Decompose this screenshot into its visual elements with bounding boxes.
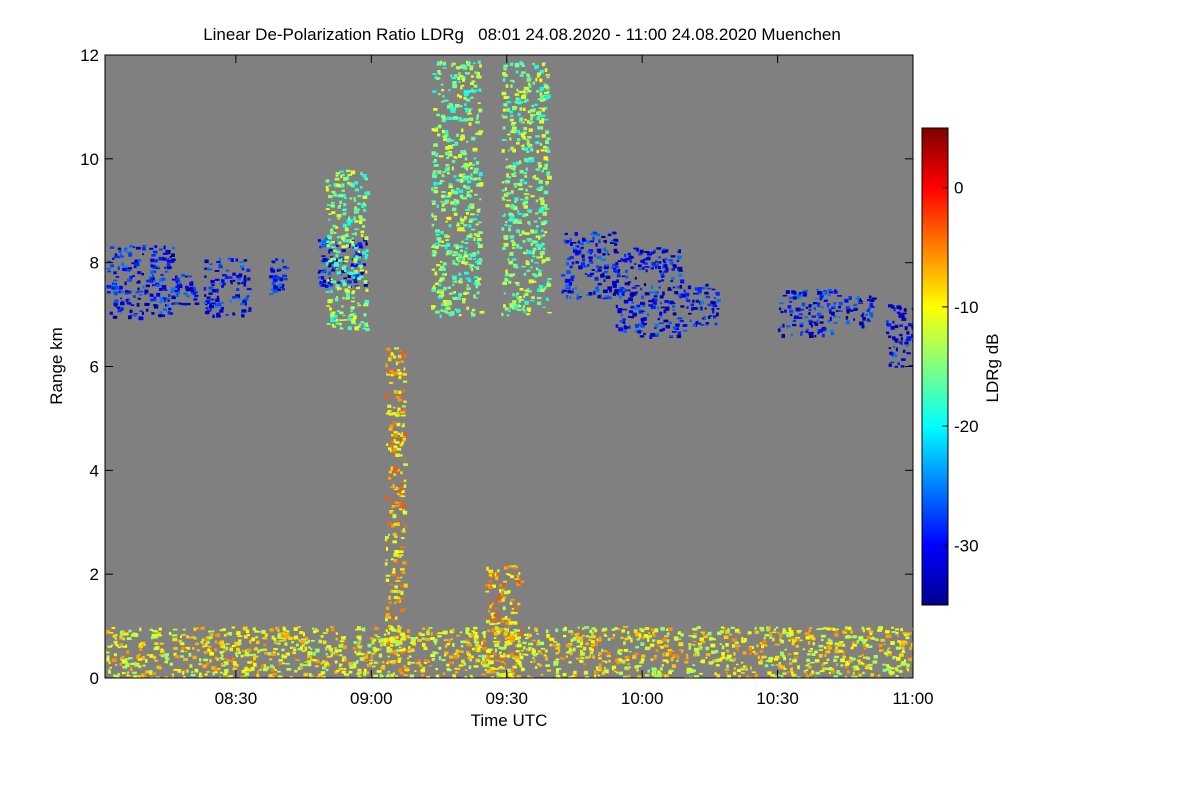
y-axis: 0 2 4 6 8 10 12 (80, 46, 913, 688)
fall-streaks-patch-2 (431, 60, 485, 319)
y-tick-label: 10 (80, 150, 99, 169)
plot-background (105, 55, 913, 678)
cirrus-layer-patch-3 (203, 257, 252, 318)
x-tick-label: 11:00 (892, 689, 933, 708)
y-tick-label: 2 (90, 565, 99, 584)
cirrus-layer-patch-8 (683, 283, 721, 327)
colorbar-tick-label: -10 (954, 298, 979, 317)
colorbar-ticks: 0 -10 -20 -30 (942, 179, 979, 555)
convective-plumes-patch-1 (384, 347, 408, 665)
x-axis: 08:30 09:00 09:30 10:00 10:30 11:00 (215, 55, 934, 708)
y-tick-label: 8 (90, 254, 99, 273)
y-axis-label: Range km (47, 327, 66, 404)
cirrus-layer-patch-4 (269, 258, 290, 295)
cirrus-layer-patch-9 (777, 288, 842, 338)
x-tick-label: 10:00 (621, 689, 664, 708)
x-tick-label: 09:30 (485, 689, 528, 708)
colorbar: 0 -10 -20 -30 LDRg dB (921, 127, 1002, 606)
cirrus-layer (106, 231, 913, 368)
convective-plumes (384, 347, 525, 666)
colorbar-tick-label: -30 (954, 536, 979, 555)
cirrus-layer-patch-7 (615, 247, 688, 339)
cirrus-layer-patch-11 (886, 304, 913, 368)
x-tick-label: 08:30 (215, 689, 258, 708)
cirrus-layer-patch-2 (174, 274, 200, 306)
convective-plumes-patch-2 (485, 565, 525, 666)
y-tick-label: 6 (90, 358, 99, 377)
fall-streaks-patch-3 (501, 61, 552, 317)
colorbar-tick-label: -20 (954, 417, 979, 436)
y-tick-label: 0 (90, 669, 99, 688)
colorbar-tick-label: 0 (954, 179, 963, 198)
cirrus-layer-patch-6 (561, 231, 619, 300)
chart-title: Linear De-Polarization Ratio LDRg 08:01 … (203, 25, 841, 44)
fall-streaks (325, 60, 552, 332)
x-tick-label: 10:30 (756, 689, 799, 708)
plot-area (104, 54, 914, 679)
colorbar-fill (921, 127, 949, 606)
cirrus-layer-patch-10 (838, 295, 877, 329)
fall-streaks-patch-1 (325, 169, 371, 332)
colorbar-label: LDRg dB (983, 334, 1002, 403)
y-tick-label: 4 (90, 461, 99, 480)
y-tick-label: 12 (80, 46, 99, 65)
x-axis-label: Time UTC (471, 711, 548, 730)
cirrus-layer-patch-1 (106, 244, 178, 321)
x-tick-label: 09:00 (350, 689, 393, 708)
